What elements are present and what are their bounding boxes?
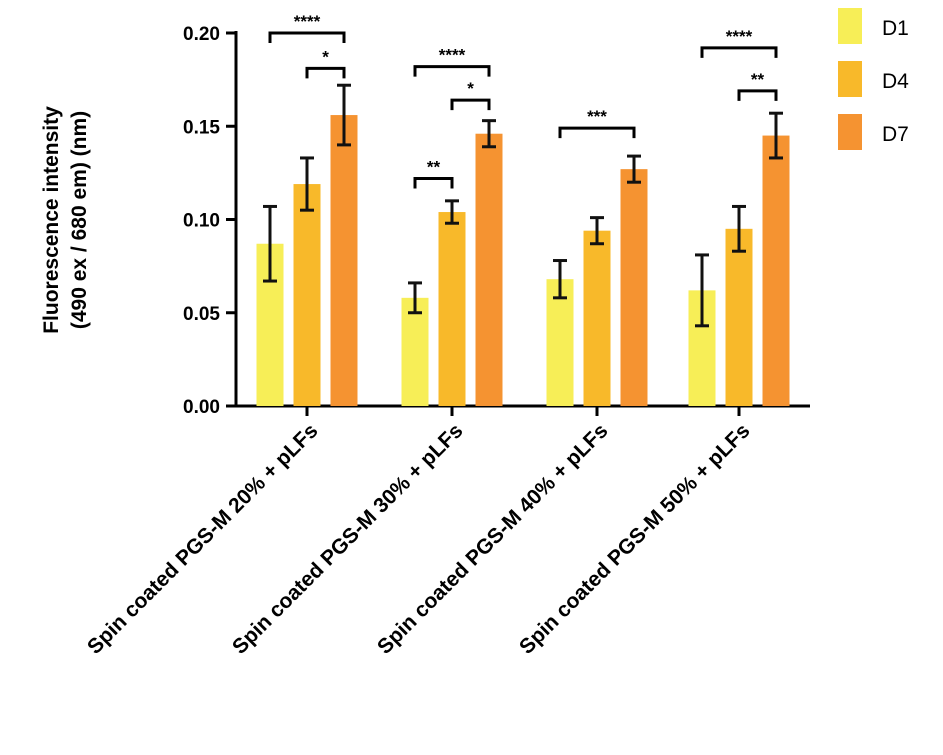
bar-d7 — [330, 115, 358, 406]
bar-d4 — [583, 230, 611, 406]
legend-swatch-d4 — [838, 61, 862, 97]
bar-d7 — [762, 135, 790, 406]
significance-label: *** — [587, 107, 607, 126]
y-axis-label-line: Fluorescence intensity — [40, 106, 63, 334]
significance-label: **** — [294, 12, 321, 31]
significance-label: * — [322, 47, 329, 66]
x-category-label: Spin coated PGS-M 30% + pLFs — [228, 419, 467, 658]
significance-bracket — [413, 176, 454, 189]
legend-label: D7 — [882, 123, 909, 146]
significance-bracket — [700, 46, 778, 58]
significance-bracket — [305, 66, 346, 79]
legend-swatch-d7 — [838, 114, 862, 150]
y-tick-label: 0.15 — [183, 117, 220, 138]
significance-label: ** — [427, 157, 441, 176]
y-tick-label: 0.05 — [183, 304, 220, 325]
significance-bracket — [737, 89, 778, 101]
bar-d1 — [546, 279, 574, 406]
x-category-label: Spin coated PGS-M 40% + pLFs — [373, 419, 612, 658]
legend-swatch-d1 — [838, 8, 862, 44]
bar-d1 — [401, 297, 429, 406]
legend-label: D1 — [882, 17, 909, 40]
significance-label: ** — [751, 70, 765, 89]
significance-bracket — [413, 65, 491, 77]
x-category-label: Spin coated PGS-M 50% + pLFs — [515, 419, 754, 658]
y-tick-label: 0.20 — [183, 24, 220, 45]
bar-d4 — [293, 184, 321, 406]
significance-label: * — [467, 79, 474, 98]
significance-label: **** — [726, 27, 753, 46]
x-category-label: Spin coated PGS-M 20% + pLFs — [83, 419, 322, 658]
significance-bracket — [268, 31, 346, 43]
y-tick-label: 0.00 — [183, 397, 220, 418]
y-axis-label-line: (490 ex / 680 em) (nm) — [68, 111, 91, 329]
bar-d7 — [475, 133, 503, 406]
bar-d7 — [620, 169, 648, 406]
bar-d4 — [438, 212, 466, 406]
significance-bracket — [450, 98, 491, 111]
y-tick-label: 0.10 — [183, 211, 220, 232]
significance-bracket — [558, 126, 636, 139]
legend-label: D4 — [882, 70, 909, 93]
bar-d4 — [725, 228, 753, 406]
significance-label: **** — [439, 46, 466, 65]
